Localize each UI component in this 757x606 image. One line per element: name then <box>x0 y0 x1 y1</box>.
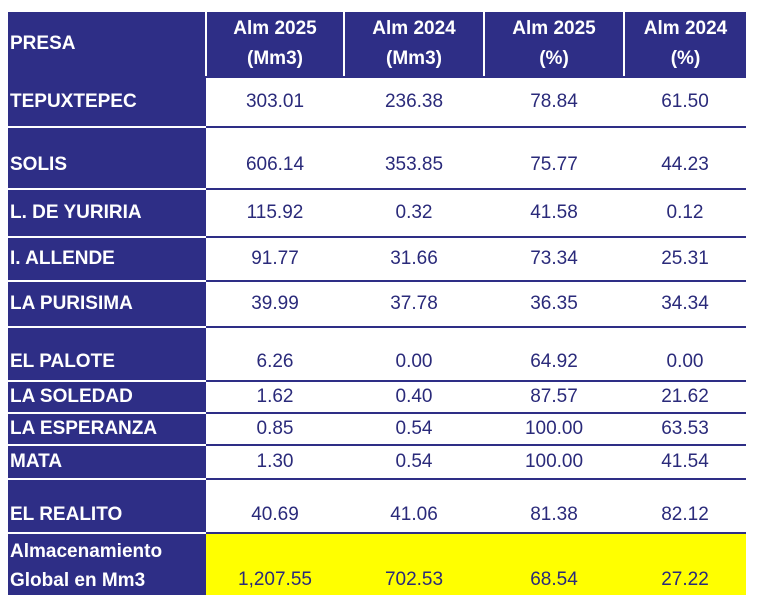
value-cell: 0.54 <box>344 413 484 446</box>
value-cell: 91.77 <box>206 237 344 282</box>
value-cell: 115.92 <box>206 189 344 238</box>
value-cell: 37.78 <box>344 281 484 328</box>
dam-name: SOLIS <box>8 127 206 190</box>
total-label-line2: Global en Mm3 <box>10 570 146 591</box>
header-presa-label: PRESA <box>10 33 76 54</box>
value-cell: 75.77 <box>484 127 624 190</box>
header-alm-2024-mm3: Alm 2024 (Mm3) <box>344 12 485 78</box>
dam-name: TEPUXTEPEC <box>8 77 206 128</box>
value-cell: 236.38 <box>344 77 484 128</box>
value-cell: 61.50 <box>624 77 746 128</box>
table-row: MATA 1.30 0.54 100.00 41.54 <box>8 445 746 480</box>
table-row: TEPUXTEPEC 303.01 236.38 78.84 61.50 <box>8 77 746 128</box>
dam-name: I. ALLENDE <box>8 237 206 282</box>
dam-storage-table: PRESA Alm 2025 (Mm3) Alm 2024 (Mm3) Alm 20… <box>8 12 746 595</box>
value-cell: 73.34 <box>484 237 624 282</box>
total-label-line1: Almacenamiento <box>10 541 163 562</box>
header-alm-2025-mm3: Alm 2025 (Mm3) <box>206 12 345 78</box>
header-alm-2025-pct: Alm 2025 (%) <box>484 12 625 78</box>
value-cell: 100.00 <box>484 413 624 446</box>
value-cell: 25.31 <box>624 237 746 282</box>
value-cell: 34.34 <box>624 281 746 328</box>
table-row: LA PURISIMA 39.99 37.78 36.35 34.34 <box>8 281 746 328</box>
dam-name: MATA <box>8 445 206 480</box>
value-cell: 0.85 <box>206 413 344 446</box>
value-cell: 0.00 <box>624 327 746 382</box>
table-row: EL PALOTE 6.26 0.00 64.92 0.00 <box>8 327 746 382</box>
value-cell: 82.12 <box>624 479 746 534</box>
header-row: PRESA Alm 2025 (Mm3) Alm 2024 (Mm3) Alm 20… <box>8 12 746 78</box>
total-value-cell: 702.53 <box>344 533 484 595</box>
header-label: Alm 2025 <box>233 18 317 39</box>
total-value-cell: 1,207.55 <box>206 533 344 595</box>
table-row: EL REALITO 40.69 41.06 81.38 82.12 <box>8 479 746 534</box>
total-value-cell: 27.22 <box>624 533 746 595</box>
header-unit: (Mm3) <box>247 48 303 69</box>
value-cell: 21.62 <box>624 381 746 414</box>
header-presa: PRESA <box>8 12 207 78</box>
header-unit: (%) <box>539 48 569 69</box>
value-cell: 64.92 <box>484 327 624 382</box>
table-row: LA ESPERANZA 0.85 0.54 100.00 63.53 <box>8 413 746 446</box>
value-cell: 39.99 <box>206 281 344 328</box>
table-row: L. DE YURIRIA 115.92 0.32 41.58 0.12 <box>8 189 746 238</box>
header-label: Alm 2024 <box>372 18 456 39</box>
dam-name: EL REALITO <box>8 479 206 534</box>
value-cell: 1.30 <box>206 445 344 480</box>
header-alm-2024-pct: Alm 2024 (%) <box>624 12 746 78</box>
value-cell: 0.12 <box>624 189 746 238</box>
dam-name: LA SOLEDAD <box>8 381 206 414</box>
value-cell: 31.66 <box>344 237 484 282</box>
value-cell: 1.62 <box>206 381 344 414</box>
dam-name: LA ESPERANZA <box>8 413 206 446</box>
value-cell: 100.00 <box>484 445 624 480</box>
value-cell: 81.38 <box>484 479 624 534</box>
dam-name: EL PALOTE <box>8 327 206 382</box>
value-cell: 353.85 <box>344 127 484 190</box>
value-cell: 0.32 <box>344 189 484 238</box>
total-label: Almacenamiento Global en Mm3 <box>8 533 206 595</box>
header-unit: (%) <box>670 48 701 69</box>
value-cell: 40.69 <box>206 479 344 534</box>
header-label: Alm 2024 <box>643 18 728 39</box>
value-cell: 606.14 <box>206 127 344 190</box>
value-cell: 303.01 <box>206 77 344 128</box>
table-row: LA SOLEDAD 1.62 0.40 87.57 21.62 <box>8 381 746 414</box>
header-label: Alm 2025 <box>512 18 596 39</box>
total-row: Almacenamiento Global en Mm3 1,207.55 702… <box>8 533 746 595</box>
value-cell: 0.40 <box>344 381 484 414</box>
value-cell: 0.54 <box>344 445 484 480</box>
header-unit: (Mm3) <box>386 48 442 69</box>
total-value-cell: 68.54 <box>484 533 624 595</box>
value-cell: 36.35 <box>484 281 624 328</box>
value-cell: 0.00 <box>344 327 484 382</box>
table-row: I. ALLENDE 91.77 31.66 73.34 25.31 <box>8 237 746 282</box>
value-cell: 44.23 <box>624 127 746 190</box>
value-cell: 41.58 <box>484 189 624 238</box>
value-cell: 6.26 <box>206 327 344 382</box>
value-cell: 41.06 <box>344 479 484 534</box>
dam-name: LA PURISIMA <box>8 281 206 328</box>
dam-name: L. DE YURIRIA <box>8 189 206 238</box>
value-cell: 41.54 <box>624 445 746 480</box>
value-cell: 63.53 <box>624 413 746 446</box>
value-cell: 78.84 <box>484 77 624 128</box>
value-cell: 87.57 <box>484 381 624 414</box>
table-row: SOLIS 606.14 353.85 75.77 44.23 <box>8 127 746 190</box>
